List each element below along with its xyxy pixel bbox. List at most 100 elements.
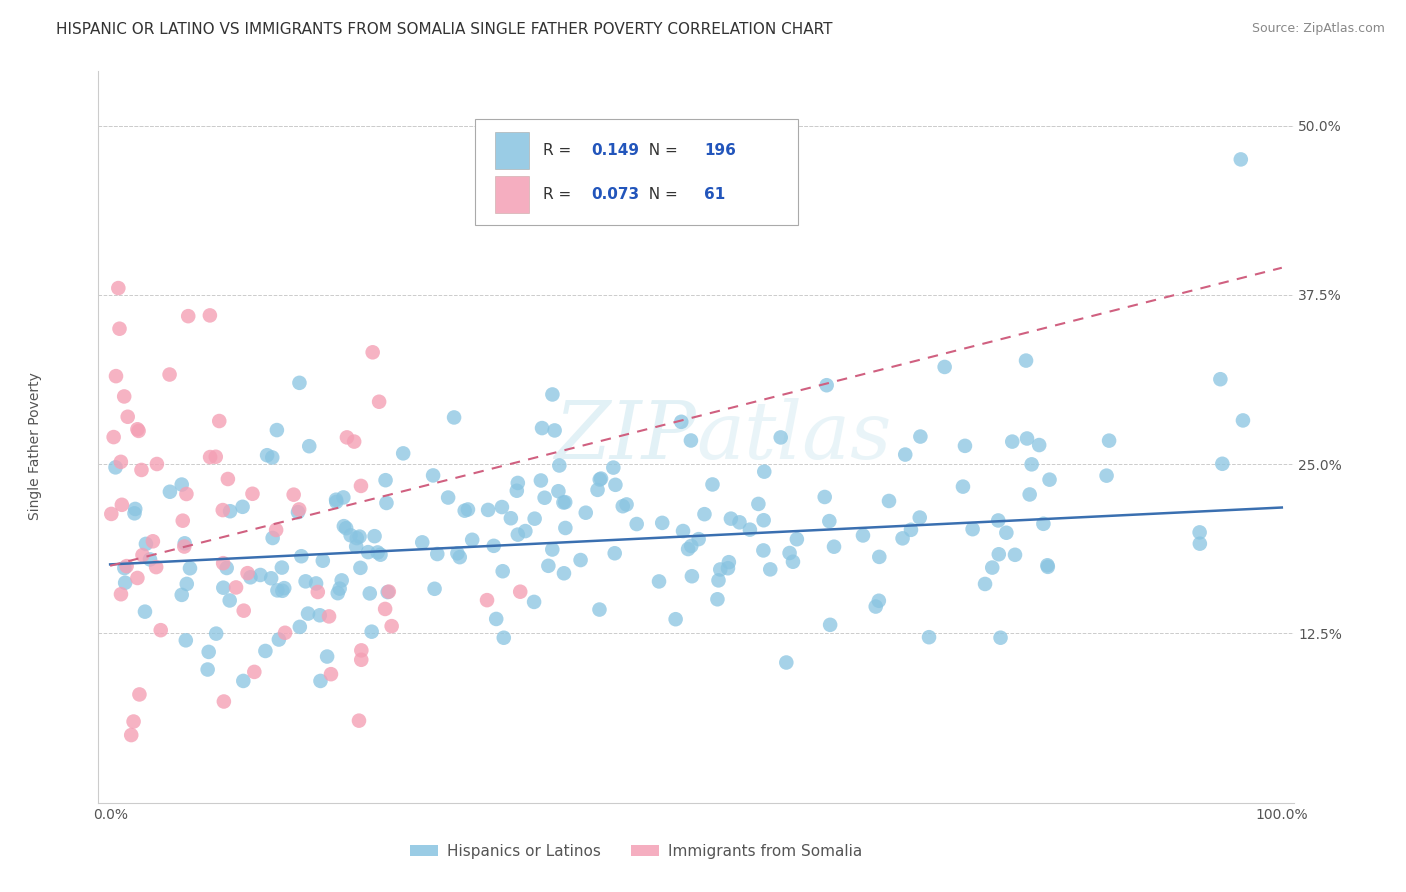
Point <box>344 540 367 554</box>
Point <box>589 473 612 487</box>
Point <box>145 560 167 574</box>
Point <box>117 409 139 424</box>
Text: HISPANIC OR LATINO VS IMMIGRANTS FROM SOMALIA SINGLE FATHER POVERTY CORRELATION : HISPANIC OR LATINO VS IMMIGRANTS FROM SO… <box>56 22 832 37</box>
Point <box>702 477 724 491</box>
Point <box>217 472 239 486</box>
Point <box>288 620 311 634</box>
Point <box>225 581 247 595</box>
Point <box>115 559 138 574</box>
Point <box>738 523 761 537</box>
Point <box>232 500 254 514</box>
Point <box>894 448 917 462</box>
Point <box>325 492 347 507</box>
Point <box>814 490 837 504</box>
FancyBboxPatch shape <box>495 176 529 212</box>
Point <box>533 491 555 505</box>
Point <box>987 547 1010 561</box>
Point <box>173 536 195 550</box>
Point <box>381 619 404 633</box>
Text: ZIP: ZIP <box>554 399 696 475</box>
Point <box>720 511 742 525</box>
Point <box>177 309 200 323</box>
Point <box>128 688 150 702</box>
Point <box>262 450 284 465</box>
Point <box>309 673 332 688</box>
Point <box>142 534 165 549</box>
Point <box>616 498 638 512</box>
Point <box>215 561 238 575</box>
Legend: Hispanics or Latinos, Immigrants from Somalia: Hispanics or Latinos, Immigrants from So… <box>404 838 869 864</box>
Point <box>349 561 371 575</box>
Point <box>1015 432 1038 446</box>
Point <box>672 524 695 538</box>
Point <box>553 566 575 581</box>
Point <box>987 513 1010 527</box>
Point <box>333 519 356 533</box>
Point <box>110 455 132 469</box>
Point <box>134 605 156 619</box>
Point <box>747 497 769 511</box>
Point <box>349 530 371 544</box>
Point <box>981 560 1004 574</box>
Point <box>974 577 997 591</box>
Point <box>212 556 235 570</box>
Point <box>367 545 389 559</box>
Point <box>176 577 198 591</box>
Point <box>232 673 254 688</box>
Point <box>1018 487 1040 501</box>
Point <box>769 430 792 444</box>
Point <box>135 537 157 551</box>
Point <box>107 281 129 295</box>
Point <box>127 571 149 585</box>
Point <box>482 539 505 553</box>
Text: R =: R = <box>543 143 576 158</box>
Point <box>910 429 932 443</box>
Point <box>360 624 382 639</box>
Point <box>111 498 134 512</box>
Point <box>588 602 610 616</box>
Point <box>1188 525 1211 540</box>
Point <box>377 585 399 599</box>
Point <box>1188 536 1211 550</box>
Point <box>775 656 797 670</box>
Point <box>271 583 294 598</box>
Point <box>312 554 335 568</box>
Point <box>205 626 228 640</box>
Point <box>1211 457 1233 471</box>
Point <box>290 549 312 564</box>
Point <box>865 599 887 614</box>
Point <box>363 529 385 543</box>
Text: 0.149: 0.149 <box>591 143 638 158</box>
Point <box>176 487 198 501</box>
Point <box>492 631 515 645</box>
Point <box>509 584 531 599</box>
Point <box>786 533 808 547</box>
Point <box>174 633 197 648</box>
Point <box>326 586 349 600</box>
Point <box>1021 458 1043 472</box>
Point <box>370 548 392 562</box>
Text: N =: N = <box>638 186 682 202</box>
Point <box>131 463 153 477</box>
Point <box>752 543 775 558</box>
Point <box>262 531 284 545</box>
Point <box>294 574 316 589</box>
Point <box>159 484 181 499</box>
Point <box>603 546 626 560</box>
Point <box>823 540 845 554</box>
Point <box>350 653 373 667</box>
Point <box>679 434 702 448</box>
Point <box>426 547 449 561</box>
Point <box>891 532 914 546</box>
Point <box>1032 516 1054 531</box>
Point <box>266 423 288 437</box>
Point <box>335 521 357 535</box>
FancyBboxPatch shape <box>495 132 529 169</box>
Point <box>612 500 634 514</box>
Point <box>1001 434 1024 449</box>
Point <box>818 514 841 528</box>
Point <box>204 450 226 464</box>
Point <box>308 608 330 623</box>
Point <box>146 457 169 471</box>
Point <box>124 502 146 516</box>
